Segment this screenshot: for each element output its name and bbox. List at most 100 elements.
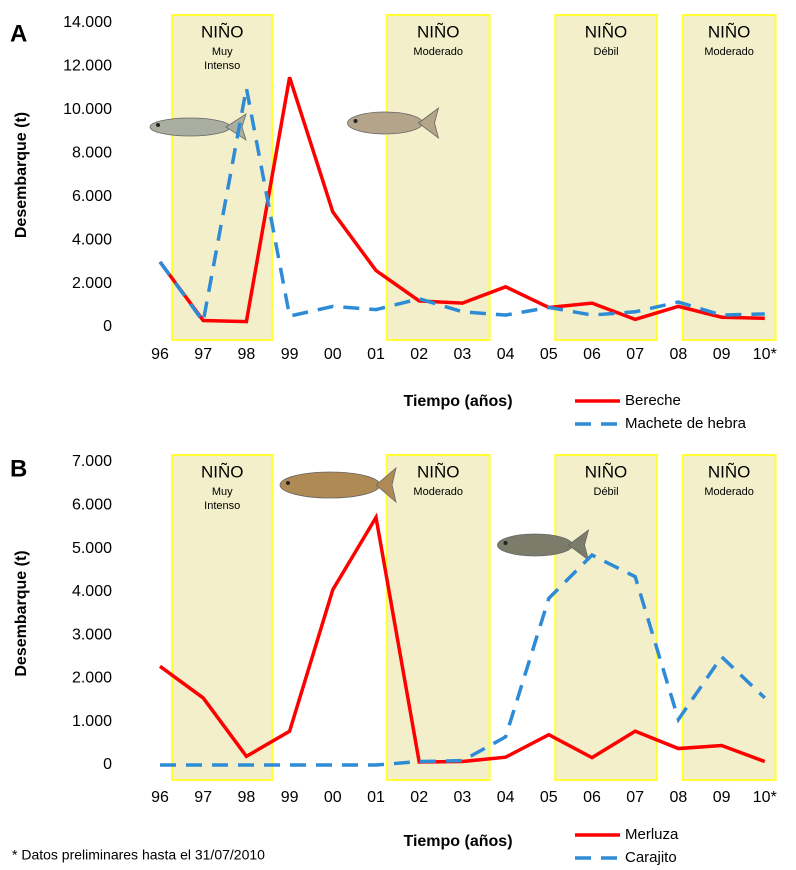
fish-illustration — [497, 528, 590, 562]
x-tick-label: 00 — [324, 789, 342, 806]
nino-label: NIÑO — [201, 22, 244, 41]
fish-illustration — [347, 106, 440, 140]
nino-intensity: Débil — [594, 486, 619, 498]
legend-label: Machete de hebra — [625, 415, 747, 432]
nino-intensity: Muy — [212, 46, 233, 58]
legend-label: Merluza — [625, 826, 679, 843]
y-tick-label: 7.000 — [72, 453, 112, 470]
y-tick-label: 6.000 — [72, 497, 112, 514]
fish-illustration — [149, 113, 247, 141]
x-tick-label: 05 — [540, 789, 558, 806]
nino-intensity: Moderado — [413, 46, 463, 58]
fish-illustration — [279, 466, 397, 504]
x-tick-label: 02 — [410, 789, 428, 806]
y-tick-label: 12.000 — [63, 58, 112, 75]
nino-label: NIÑO — [417, 462, 460, 481]
series-line — [158, 76, 765, 324]
nino-intensity: Intenso — [204, 60, 240, 72]
nino-label: NIÑO — [708, 462, 751, 481]
y-tick-label: 2.000 — [72, 275, 112, 292]
x-tick-label: 99 — [281, 346, 299, 363]
series-line — [158, 87, 765, 326]
x-tick-label: 01 — [367, 346, 385, 363]
y-tick-label: 1.000 — [72, 713, 112, 730]
series-line — [160, 552, 767, 767]
fish-tail — [567, 528, 590, 562]
y-tick-label: 2.000 — [72, 670, 112, 687]
x-tick-label: 04 — [497, 346, 515, 363]
fish-body — [149, 117, 231, 137]
x-tick-label: 99 — [281, 789, 299, 806]
panel-label: B — [10, 455, 27, 482]
x-tick-label: 07 — [626, 789, 644, 806]
nino-band — [554, 454, 658, 781]
y-tick-label: 0 — [103, 318, 112, 335]
x-tick-label: 97 — [194, 346, 212, 363]
x-tick-label: 03 — [454, 789, 472, 806]
panel-label: A — [10, 20, 27, 47]
legend-label: Carajito — [625, 849, 677, 866]
x-tick-label: 00 — [324, 346, 342, 363]
x-tick-label: 06 — [583, 789, 601, 806]
fish-eye — [286, 481, 290, 485]
fish-tail — [417, 106, 440, 140]
x-tick-label: 10* — [753, 346, 777, 363]
y-tick-label: 8.000 — [72, 145, 112, 162]
series-line — [158, 512, 766, 764]
footnote: * Datos preliminares hasta el 31/07/2010 — [12, 847, 265, 863]
nino-intensity: Muy — [212, 486, 233, 498]
fish-body — [279, 471, 381, 499]
x-tick-label: 01 — [367, 789, 385, 806]
x-tick-label: 05 — [540, 346, 558, 363]
nino-label: NIÑO — [201, 462, 244, 481]
x-tick-label: 96 — [151, 346, 169, 363]
nino-intensity: Débil — [594, 46, 619, 58]
nino-intensity: Moderado — [413, 486, 463, 498]
x-tick-label: 09 — [713, 789, 731, 806]
nino-intensity: Moderado — [704, 486, 754, 498]
x-axis-title: Tiempo (años) — [403, 833, 512, 850]
y-tick-label: 6.000 — [72, 188, 112, 205]
nino-band — [385, 14, 491, 341]
y-tick-label: 0 — [103, 756, 112, 773]
fish-body — [497, 533, 573, 557]
x-tick-label: 10* — [753, 789, 777, 806]
fish-tail — [375, 466, 397, 504]
fish-eye — [503, 541, 508, 545]
nino-band — [681, 454, 777, 781]
fish-eye — [353, 119, 358, 123]
x-tick-label: 08 — [670, 346, 688, 363]
nino-label: NIÑO — [585, 22, 628, 41]
x-tick-label: 06 — [583, 346, 601, 363]
x-axis-title: Tiempo (años) — [403, 393, 512, 410]
x-tick-label: 04 — [497, 789, 515, 806]
y-tick-label: 5.000 — [72, 540, 112, 557]
nino-label: NIÑO — [708, 22, 751, 41]
nino-band — [385, 454, 491, 781]
x-tick-label: 96 — [151, 789, 169, 806]
y-tick-label: 14.000 — [63, 14, 112, 31]
fish-body — [347, 111, 423, 135]
nino-label: NIÑO — [585, 462, 628, 481]
x-tick-label: 03 — [454, 346, 472, 363]
x-tick-label: 02 — [410, 346, 428, 363]
nino-band — [171, 14, 274, 341]
x-tick-label: 98 — [238, 346, 256, 363]
x-tick-label: 98 — [238, 789, 256, 806]
y-tick-label: 4.000 — [72, 583, 112, 600]
x-tick-label: 07 — [626, 346, 644, 363]
legend-label: Bereche — [625, 392, 681, 409]
y-tick-label: 10.000 — [63, 101, 112, 118]
nino-label: NIÑO — [417, 22, 460, 41]
x-tick-label: 97 — [194, 789, 212, 806]
x-tick-label: 09 — [713, 346, 731, 363]
y-axis-title: Desembarque (t) — [13, 112, 30, 238]
nino-band — [681, 14, 777, 341]
x-tick-label: 08 — [670, 789, 688, 806]
nino-intensity: Moderado — [704, 46, 754, 58]
nino-intensity: Intenso — [204, 500, 240, 512]
nino-band — [554, 14, 658, 341]
y-tick-label: 4.000 — [72, 231, 112, 248]
y-tick-label: 3.000 — [72, 626, 112, 643]
